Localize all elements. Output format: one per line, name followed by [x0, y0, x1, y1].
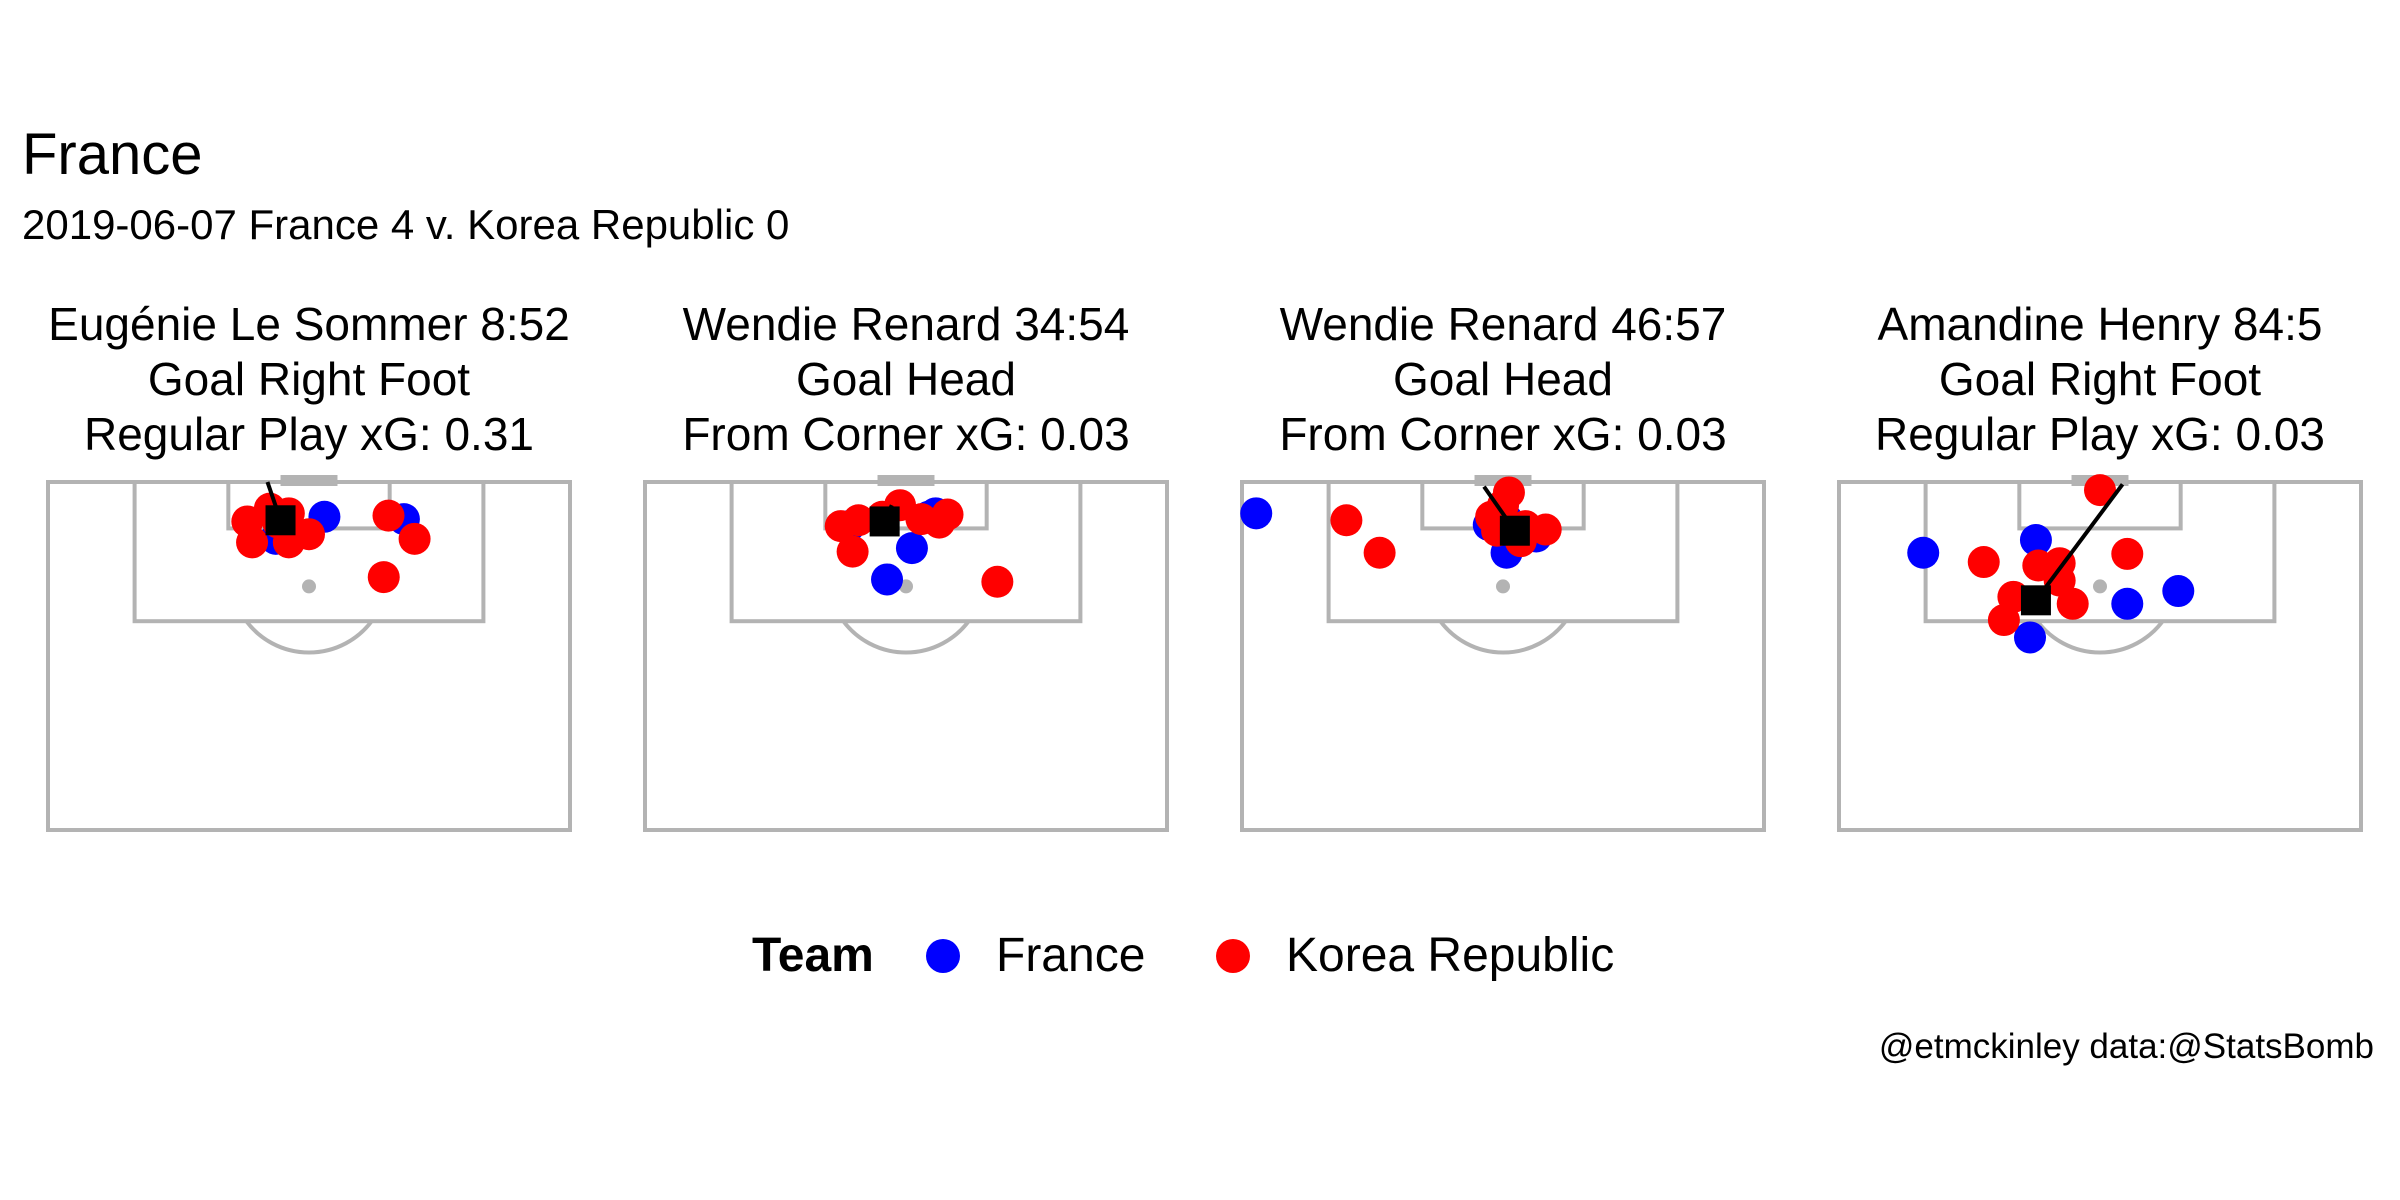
panel-title-line: Regular Play xG: 0.03 — [1875, 408, 2325, 460]
match-subtitle: 2019-06-07 France 4 v. Korea Republic 0 — [22, 201, 790, 248]
shot-origin-marker — [1499, 515, 1530, 546]
source-caption: @etmckinley data:@StatsBomb — [1878, 1027, 2374, 1066]
korea-player-point — [931, 498, 964, 531]
korea-player-point — [981, 565, 1014, 598]
france-player-point — [2162, 575, 2195, 608]
korea-player-point — [398, 522, 431, 555]
panel-title-line: Goal Head — [1393, 353, 1613, 405]
legend-label-france: France — [996, 929, 1146, 982]
korea-player-point — [2111, 537, 2144, 570]
korea-player-point — [2084, 474, 2116, 507]
korea-player-point — [842, 504, 875, 537]
page-title: France — [22, 122, 203, 187]
penalty-arc — [841, 619, 971, 655]
penalty-spot — [1496, 579, 1510, 594]
korea-player-point — [1987, 604, 2020, 637]
korea-player-point — [1330, 504, 1363, 537]
france-player-point — [1240, 497, 1273, 530]
panel-title-line: From Corner xG: 0.03 — [682, 408, 1129, 460]
legend-item-korea-republic: Korea Republic — [1216, 928, 1614, 984]
panel-title-line: From Corner xG: 0.03 — [1279, 408, 1726, 460]
penalty-arc — [1438, 619, 1568, 655]
panel-title-line: Goal Head — [796, 353, 1016, 405]
shot-origin-marker — [2020, 585, 2051, 616]
legend-dot-korea-republic — [1216, 939, 1250, 973]
korea-player-point — [1529, 513, 1562, 546]
panel-title-line: Regular Play xG: 0.31 — [84, 408, 534, 460]
korea-player-point — [367, 561, 400, 594]
korea-player-point — [372, 499, 405, 532]
penalty-arc — [244, 619, 374, 655]
panel-title-line: Goal Right Foot — [148, 353, 470, 405]
pitch-outline — [1837, 480, 2363, 832]
penalty-arc — [2035, 619, 2165, 655]
france-player-point — [2019, 524, 2052, 556]
legend-dot-france — [926, 939, 960, 973]
legend-item-france: France — [926, 928, 1145, 984]
korea-player-point — [1967, 546, 2000, 579]
penalty-spot — [302, 579, 316, 594]
goal — [877, 475, 935, 486]
korea-player-point — [1363, 536, 1396, 569]
france-player-point — [1907, 536, 1940, 569]
shot-line — [2034, 483, 2125, 602]
panel-title-line: Amandine Henry 84:5 — [1878, 298, 2323, 350]
korea-player-point — [236, 526, 269, 559]
korea-player-point — [1492, 476, 1525, 509]
panel-title-line: Goal Right Foot — [1939, 353, 2261, 405]
panel-title-line: Wendie Renard 46:57 — [1280, 298, 1727, 350]
goal — [280, 475, 338, 486]
korea-player-point — [293, 518, 325, 551]
shot-origin-marker — [869, 506, 900, 537]
shot-origin-marker — [265, 505, 296, 536]
penalty-spot — [2093, 579, 2107, 594]
france-player-point — [2014, 621, 2047, 654]
france-player-point — [2111, 587, 2144, 620]
korea-player-point — [2056, 587, 2089, 620]
pitch-markings — [1837, 480, 2363, 832]
korea-player-point — [836, 535, 869, 568]
panel-title-line: Eugénie Le Sommer 8:52 — [48, 298, 570, 350]
penalty-box — [132, 480, 486, 624]
france-player-point — [895, 532, 928, 565]
france-player-point — [871, 563, 904, 596]
legend-label-korea-republic: Korea Republic — [1286, 929, 1615, 982]
korea-player-point — [2043, 564, 2076, 597]
legend-title: Team — [752, 929, 874, 982]
legend: Team France Korea Republic — [0, 920, 2400, 990]
panel-title-line: Wendie Renard 34:54 — [683, 298, 1130, 350]
